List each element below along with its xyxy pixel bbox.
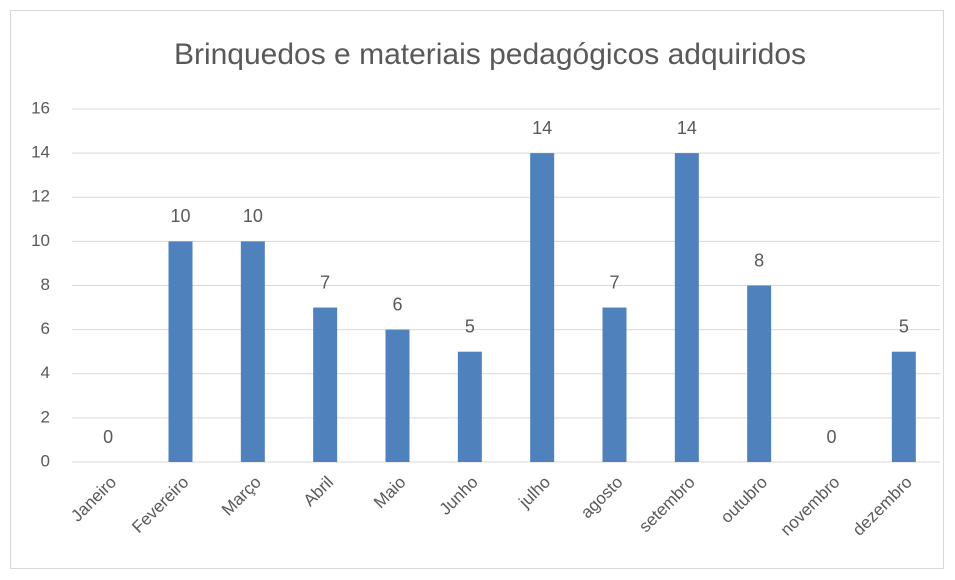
y-tick-label: 10 <box>31 231 50 250</box>
bar <box>168 241 193 462</box>
data-label: 10 <box>243 206 263 226</box>
y-tick-label: 2 <box>41 407 50 426</box>
data-label: 7 <box>609 272 619 292</box>
data-label: 0 <box>826 427 836 447</box>
bar <box>602 307 627 462</box>
bar <box>240 241 265 462</box>
y-tick-label: 4 <box>41 363 50 382</box>
bar <box>457 351 482 462</box>
data-label: 14 <box>677 118 697 138</box>
y-tick-label: 6 <box>41 319 50 338</box>
y-tick-label: 0 <box>41 451 50 470</box>
bar <box>530 153 555 462</box>
bar <box>747 285 772 462</box>
data-label: 8 <box>754 250 764 270</box>
chart-border <box>10 10 944 569</box>
data-label: 6 <box>392 294 402 314</box>
y-tick-label: 8 <box>41 275 50 294</box>
y-tick-label: 14 <box>31 143 50 162</box>
data-label: 5 <box>899 316 909 336</box>
data-label: 0 <box>103 427 113 447</box>
data-label: 5 <box>465 316 475 336</box>
chart-title: Brinquedos e materiais pedagógicos adqui… <box>174 38 806 71</box>
data-label: 14 <box>532 118 552 138</box>
y-tick-label: 12 <box>31 187 50 206</box>
data-label: 7 <box>320 272 330 292</box>
bar <box>891 351 916 462</box>
bar <box>385 329 410 462</box>
data-label: 10 <box>170 206 190 226</box>
bar <box>313 307 338 462</box>
bar <box>674 153 699 462</box>
y-tick-label: 16 <box>31 98 50 117</box>
